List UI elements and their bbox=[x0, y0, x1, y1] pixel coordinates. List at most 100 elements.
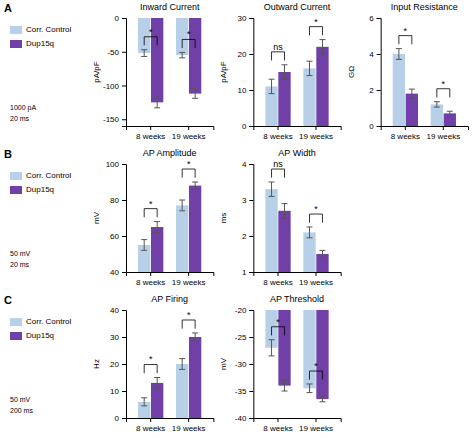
legend: Corr. Control Dup15q bbox=[10, 317, 72, 340]
error-bar bbox=[141, 50, 147, 57]
plot-area bbox=[265, 310, 328, 402]
x-tick: 19 weeks bbox=[172, 418, 206, 433]
x-tick-label: 19 weeks bbox=[299, 278, 333, 287]
bar bbox=[303, 232, 315, 272]
y-tick-label: -35 bbox=[235, 387, 247, 396]
y-tick-label: -20 bbox=[235, 306, 247, 315]
y-tick-label: -40 bbox=[235, 414, 247, 423]
y-tick: 80 bbox=[110, 196, 126, 205]
bar bbox=[189, 186, 201, 272]
chart-title: AP Amplitude bbox=[143, 148, 197, 158]
error-bar bbox=[192, 89, 198, 98]
plot-area bbox=[265, 182, 328, 272]
scale-label: 50 mV bbox=[10, 250, 31, 257]
x-axis: 8 weeks19 weeks bbox=[381, 126, 468, 141]
legend-label: Dup15q bbox=[26, 331, 54, 340]
y-tick: 40 bbox=[110, 268, 126, 277]
significance-bracket bbox=[399, 36, 412, 45]
y-tick: -100 bbox=[103, 82, 126, 91]
y-axis-line bbox=[377, 19, 382, 127]
y-tick: 10 bbox=[237, 86, 253, 95]
x-axis: 8 weeks19 weeks bbox=[127, 272, 214, 287]
bar-chart: 02468 weeks19 weeksInput ResistanceGΩ** bbox=[347, 2, 469, 141]
x-axis-line bbox=[127, 127, 214, 131]
y-tick-label: 2 bbox=[369, 86, 374, 95]
plot-area bbox=[393, 49, 456, 126]
y-tick-mark bbox=[249, 337, 253, 338]
chart-title: Input Resistance bbox=[391, 2, 458, 12]
x-axis: 8 weeks 19 weeks bbox=[127, 418, 214, 433]
y-tick: 2 bbox=[369, 86, 380, 95]
y-tick: 0 bbox=[115, 14, 126, 23]
panel-label: B bbox=[4, 148, 12, 160]
y-tick-mark bbox=[122, 391, 126, 392]
y-tick-label: 40 bbox=[110, 306, 119, 315]
y-tick: -150 bbox=[103, 115, 126, 124]
y-tick-label: 80 bbox=[110, 196, 119, 205]
x-tick-label: 8 weeks bbox=[136, 278, 165, 287]
x-tick-mark bbox=[443, 126, 444, 130]
significance-bracket bbox=[272, 169, 285, 178]
x-tick-mark bbox=[188, 418, 189, 422]
error-bar bbox=[154, 378, 160, 389]
legend-item: Dup15q bbox=[10, 185, 54, 194]
significance-label: * bbox=[187, 29, 191, 39]
y-tick-mark bbox=[249, 364, 253, 365]
significance-label: * bbox=[404, 26, 408, 36]
bar bbox=[151, 18, 163, 102]
x-tick-label: 8 weeks bbox=[136, 424, 165, 433]
significance-label: * bbox=[149, 199, 153, 209]
x-tick-label: 19 weeks bbox=[172, 132, 206, 141]
legend-label: Dup15q bbox=[26, 39, 54, 48]
y-tick-label: 60 bbox=[110, 232, 119, 241]
significance-bracket bbox=[272, 52, 285, 61]
y-tick: 10 bbox=[110, 387, 126, 396]
bar bbox=[265, 189, 277, 272]
y-tick: 3 bbox=[242, 196, 253, 205]
x-tick: 8 weeks bbox=[263, 126, 292, 141]
legend-item: Dup15q bbox=[10, 331, 54, 340]
x-axis-line bbox=[254, 419, 341, 423]
legend-item: Corr. Control bbox=[10, 317, 72, 326]
y-tick-mark bbox=[249, 18, 253, 19]
error-bar bbox=[307, 227, 313, 238]
x-axis-line bbox=[254, 127, 341, 131]
y-tick-mark bbox=[377, 54, 381, 55]
y-tick-label: 20 bbox=[237, 50, 246, 59]
error-bar bbox=[307, 384, 313, 393]
y-axis-line bbox=[249, 165, 254, 273]
error-bar bbox=[141, 240, 147, 251]
error-bar bbox=[192, 333, 198, 341]
y-tick: 60 bbox=[110, 232, 126, 241]
error-bar bbox=[319, 40, 325, 54]
error-bar bbox=[154, 97, 160, 108]
chart-title: Inward Current bbox=[140, 2, 200, 12]
x-axis: 8 weeks 19 weeks bbox=[127, 126, 214, 141]
x-tick: 8 weeks bbox=[391, 126, 420, 141]
y-tick-label: 1 bbox=[242, 268, 247, 277]
y-tick-mark bbox=[122, 236, 126, 237]
bar-chart: 0102030408 weeks19 weeksAP FiringHz** bbox=[92, 294, 214, 433]
y-tick-mark bbox=[122, 86, 126, 87]
error-bar bbox=[281, 380, 287, 391]
x-axis-line bbox=[127, 273, 214, 277]
y-tick-label: 40 bbox=[110, 268, 119, 277]
x-tick-label: 8 weeks bbox=[136, 132, 165, 141]
chart-title: AP Threshold bbox=[270, 294, 324, 304]
error-bar bbox=[192, 182, 198, 189]
error-bar bbox=[319, 250, 325, 257]
x-tick-mark bbox=[188, 126, 189, 130]
significance-label: * bbox=[149, 27, 153, 37]
y-tick: 20 bbox=[237, 50, 253, 59]
x-tick-label: 19 weeks bbox=[299, 424, 333, 433]
y-axis: -40-35-30-25-20 bbox=[235, 306, 254, 423]
y-tick-mark bbox=[122, 119, 126, 120]
y-tick: 4 bbox=[242, 160, 253, 169]
y-tick-mark bbox=[249, 126, 253, 127]
significance-bracket bbox=[144, 209, 157, 218]
x-tick: 8 weeks bbox=[136, 272, 165, 287]
bar-chart: -150-100-5008 weeks19 weeksInward Curren… bbox=[92, 2, 214, 141]
figure: ACorr. ControlDup15q1000 pA20 ms-150-100… bbox=[0, 0, 474, 438]
significance-bracket bbox=[182, 169, 195, 178]
y-axis: 010203040 bbox=[110, 306, 126, 423]
